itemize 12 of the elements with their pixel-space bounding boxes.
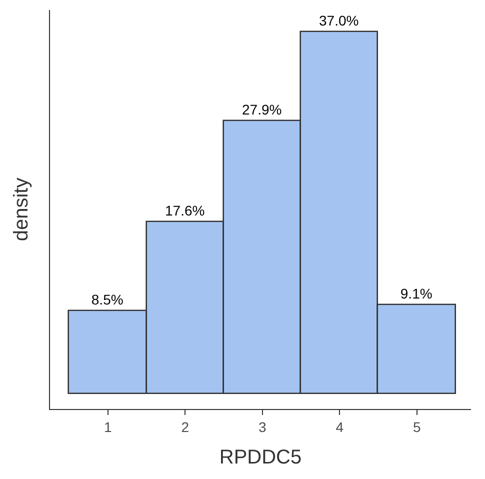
data-label: 9.1%: [400, 285, 432, 302]
x-tick-label: 4: [336, 418, 344, 435]
x-tick-label: 1: [104, 418, 112, 435]
x-tick-label: 2: [181, 418, 190, 435]
data-label: 37.0%: [319, 12, 359, 28]
x-tick-label: 3: [258, 418, 267, 435]
data-label: 8.5%: [91, 291, 124, 308]
x-axis-title: RPDDC5: [219, 446, 302, 468]
y-axis-title: density: [10, 178, 32, 242]
x-tick-label: 5: [413, 418, 422, 435]
data-label: 27.9%: [242, 101, 282, 118]
data-label: 17.6%: [165, 202, 205, 218]
